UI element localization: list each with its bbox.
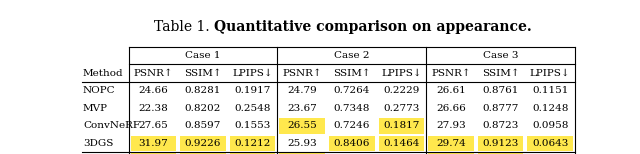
Text: LPIPS↓: LPIPS↓ — [232, 69, 273, 78]
FancyBboxPatch shape — [180, 136, 226, 151]
FancyBboxPatch shape — [379, 136, 424, 151]
Text: 0.2773: 0.2773 — [383, 104, 420, 113]
Text: 23.67: 23.67 — [287, 104, 317, 113]
Text: 0.1212: 0.1212 — [234, 139, 271, 148]
Text: 0.8723: 0.8723 — [483, 121, 519, 130]
Text: 0.8597: 0.8597 — [185, 121, 221, 130]
Text: 0.8281: 0.8281 — [185, 86, 221, 95]
Text: 29.74: 29.74 — [436, 139, 466, 148]
Text: PSNR↑: PSNR↑ — [282, 69, 322, 78]
Text: 27.65: 27.65 — [138, 121, 168, 130]
Text: Table 1.: Table 1. — [154, 20, 214, 34]
Text: 0.9123: 0.9123 — [483, 139, 519, 148]
FancyBboxPatch shape — [478, 153, 524, 154]
FancyBboxPatch shape — [478, 136, 524, 151]
Text: SSIM↑: SSIM↑ — [333, 69, 371, 78]
Text: 0.2229: 0.2229 — [383, 86, 420, 95]
Text: Case 1: Case 1 — [185, 51, 221, 60]
Text: 0.7264: 0.7264 — [333, 86, 370, 95]
FancyBboxPatch shape — [180, 153, 226, 154]
Text: 26.61: 26.61 — [436, 86, 466, 95]
Text: 0.0643: 0.0643 — [532, 139, 568, 148]
Text: PSNR↑: PSNR↑ — [134, 69, 173, 78]
Text: 0.1917: 0.1917 — [234, 86, 271, 95]
Text: SSIM↑: SSIM↑ — [482, 69, 520, 78]
Text: 0.8406: 0.8406 — [333, 139, 370, 148]
Text: 0.8777: 0.8777 — [483, 104, 519, 113]
FancyBboxPatch shape — [280, 153, 325, 154]
Text: 0.8761: 0.8761 — [483, 86, 519, 95]
Text: 0.8202: 0.8202 — [185, 104, 221, 113]
Text: MVP: MVP — [83, 104, 108, 113]
FancyBboxPatch shape — [131, 153, 176, 154]
Text: 25.93: 25.93 — [287, 139, 317, 148]
Text: 0.1248: 0.1248 — [532, 104, 568, 113]
Text: 0.1464: 0.1464 — [383, 139, 420, 148]
Text: 24.79: 24.79 — [287, 86, 317, 95]
FancyBboxPatch shape — [230, 136, 275, 151]
Text: 22.38: 22.38 — [138, 104, 168, 113]
Text: 26.66: 26.66 — [436, 104, 466, 113]
Text: Case 2: Case 2 — [334, 51, 369, 60]
Text: Method: Method — [83, 69, 124, 78]
FancyBboxPatch shape — [527, 136, 573, 151]
Text: 0.1553: 0.1553 — [234, 121, 271, 130]
Text: 0.0958: 0.0958 — [532, 121, 568, 130]
Text: 27.93: 27.93 — [436, 121, 466, 130]
Text: 0.2548: 0.2548 — [234, 104, 271, 113]
Text: Case 3: Case 3 — [483, 51, 518, 60]
Text: LPIPS↓: LPIPS↓ — [381, 69, 422, 78]
Text: 0.7348: 0.7348 — [333, 104, 370, 113]
Text: 24.66: 24.66 — [138, 86, 168, 95]
Text: PSNR↑: PSNR↑ — [431, 69, 471, 78]
Text: 0.1817: 0.1817 — [383, 121, 420, 130]
Text: 3DGS: 3DGS — [83, 139, 113, 148]
Text: 0.9226: 0.9226 — [185, 139, 221, 148]
FancyBboxPatch shape — [428, 153, 474, 154]
Text: NOPC: NOPC — [83, 86, 116, 95]
FancyBboxPatch shape — [329, 136, 374, 151]
FancyBboxPatch shape — [428, 136, 474, 151]
Text: LPIPS↓: LPIPS↓ — [530, 69, 570, 78]
Text: 31.97: 31.97 — [138, 139, 168, 148]
Text: SSIM↑: SSIM↑ — [184, 69, 222, 78]
FancyBboxPatch shape — [280, 118, 325, 134]
Text: ConvNeRF: ConvNeRF — [83, 121, 140, 130]
FancyBboxPatch shape — [230, 153, 275, 154]
Text: 0.7246: 0.7246 — [333, 121, 370, 130]
Text: 0.1151: 0.1151 — [532, 86, 568, 95]
Text: Quantitative comparison on appearance.: Quantitative comparison on appearance. — [214, 20, 532, 34]
Text: 26.55: 26.55 — [287, 121, 317, 130]
FancyBboxPatch shape — [379, 118, 424, 134]
FancyBboxPatch shape — [131, 136, 176, 151]
